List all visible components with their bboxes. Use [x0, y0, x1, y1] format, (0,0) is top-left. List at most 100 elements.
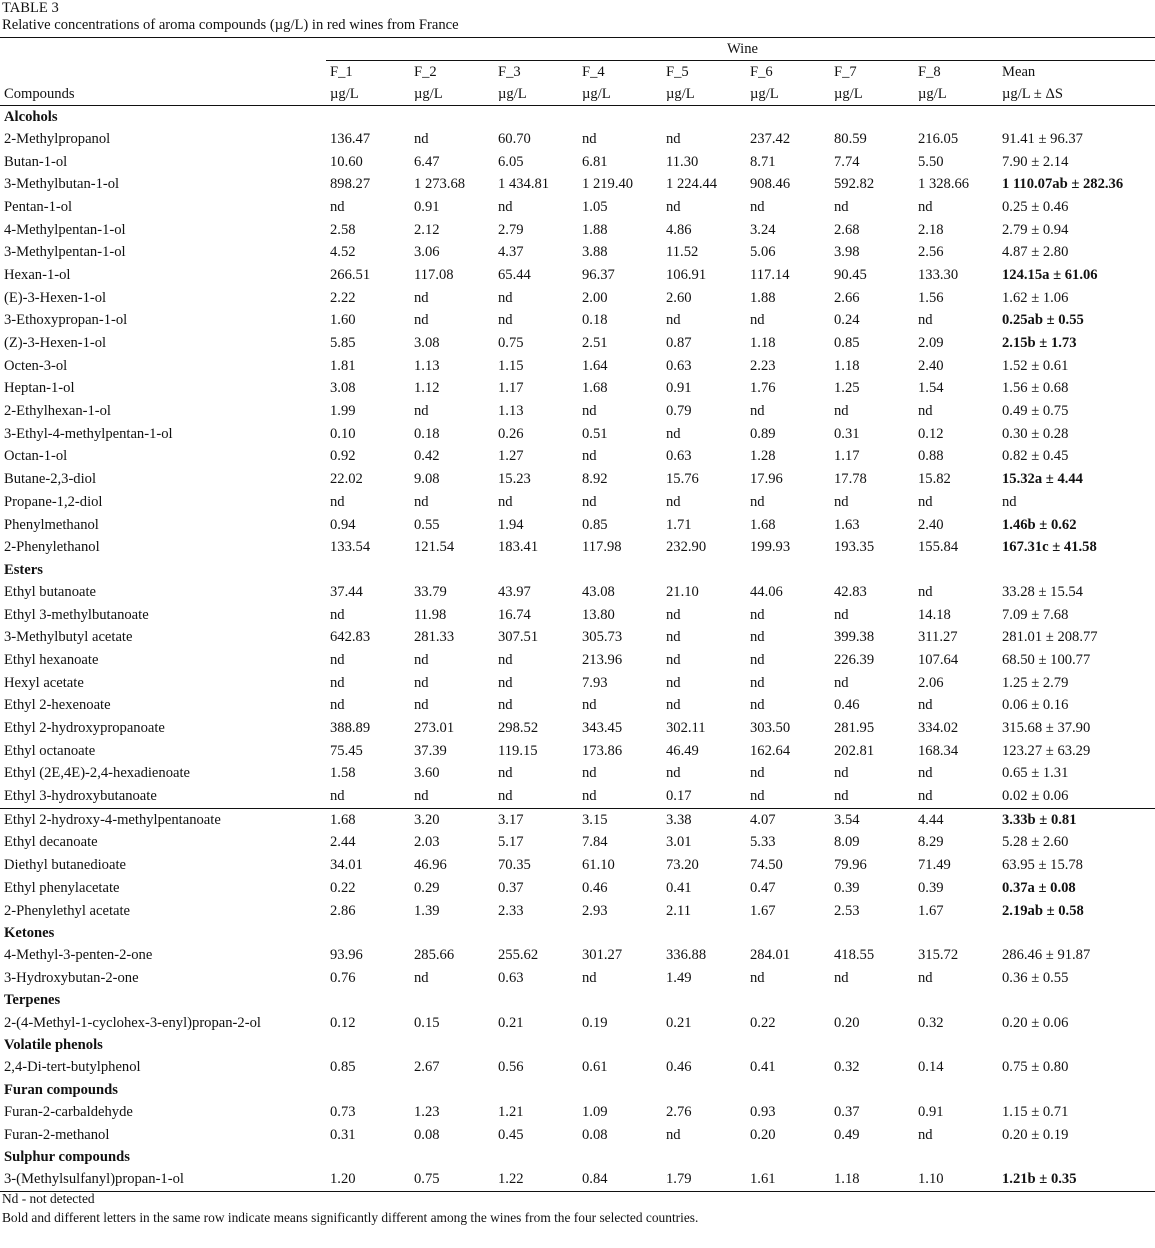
value-cell: 5.85 [330, 335, 356, 352]
value-cell: 1.79 [662, 1168, 746, 1193]
empty-cell [998, 106, 1155, 129]
value-cell: 4.86 [666, 221, 692, 238]
value-cell: 0.31 [834, 425, 860, 442]
table-row: Ethyl 2-hydroxypropanoate 388.89 273.01 298… [0, 717, 1155, 740]
empty-cell [914, 1034, 998, 1056]
value-cell: 7.93 [582, 674, 608, 691]
table-label: TABLE 3 [2, 0, 59, 16]
value-cell: 1.88 [582, 221, 608, 238]
value-cell: 5.06 [750, 244, 776, 261]
mean-cell: 68.50 ± 100.77 [1002, 651, 1091, 668]
value-cell: 193.35 [834, 539, 875, 556]
table-row: Ethyl decanoate 2.44 2.03 5.17 7.84 3.01 5.33 8… [0, 832, 1155, 855]
compound-name: Ethyl 3-hydroxybutanoate [4, 788, 157, 805]
empty-cell [326, 1034, 410, 1056]
value-cell: nd [750, 629, 765, 646]
value-cell: nd [834, 493, 849, 510]
value-cell: 93.96 [330, 947, 363, 964]
table-row: Furan-2-carbaldehyde 0.73 1.23 1.21 1.09 2.76… [0, 1101, 1155, 1124]
compound-name: Ethyl 3-methylbutanoate [4, 606, 149, 623]
table-row: 2,4-Di-tert-butylphenol 0.85 2.67 0.56 0.61 0… [0, 1056, 1155, 1079]
value-cell: 1.18 [750, 335, 776, 352]
value-cell: 0.15 [414, 1014, 440, 1031]
value-cell: 75.45 [330, 742, 363, 759]
value-cell: 0.24 [834, 312, 860, 329]
value-cell: 2.53 [834, 902, 860, 919]
category-label: Alcohols [4, 108, 58, 125]
table-row: Hexyl acetate nd nd nd 7.93 nd nd nd 2.06 1.25 ± … [0, 672, 1155, 695]
value-cell: 0.85 [330, 1059, 356, 1076]
empty-cell [662, 1034, 746, 1056]
value-cell: 285.66 [414, 947, 455, 964]
value-cell: 0.12 [330, 1014, 356, 1031]
empty-cell [494, 990, 578, 1012]
table-row: Ethyl hexanoate nd nd nd 213.96 nd nd 226.39 107… [0, 649, 1155, 672]
category-row: Esters [0, 559, 1155, 581]
mean-cell: nd [1002, 493, 1017, 510]
empty-cell [746, 922, 830, 944]
compound-name: Ethyl 2-hexenoate [4, 697, 111, 714]
compound-name: Hexan-1-ol [4, 266, 71, 283]
value-cell: nd [834, 403, 849, 420]
value-cell: 6.05 [498, 153, 524, 170]
mean-cell: 0.49 ± 0.75 [1002, 403, 1069, 420]
mean-cell: 1.52 ± 0.61 [1002, 357, 1069, 374]
value-cell: 1.25 [834, 380, 860, 397]
compound-name: Propane-1,2-diol [4, 493, 103, 510]
value-cell: 0.17 [666, 788, 692, 805]
table-row: 2-(4-Methyl-1-cyclohex-3-enyl)propan-2-o… [0, 1012, 1155, 1035]
value-cell: 2.66 [834, 289, 860, 306]
value-cell: 0.46 [582, 879, 608, 896]
value-cell: 281.33 [414, 629, 455, 646]
value-cell: nd [918, 493, 933, 510]
value-cell: 0.37 [834, 1103, 860, 1120]
column-header: Mean [1002, 63, 1036, 80]
value-cell: 43.97 [498, 583, 531, 600]
table-row: Octan-1-ol 0.92 0.42 1.27 nd 0.63 1.28 1.17 0.88… [0, 446, 1155, 469]
value-cell: nd [498, 788, 513, 805]
mean-cell: 2.19ab ± 0.58 [1002, 902, 1084, 919]
column-header: F_7 [834, 63, 857, 80]
value-cell: 42.83 [834, 583, 867, 600]
value-cell: 6.47 [414, 153, 440, 170]
value-cell: 0.49 [834, 1126, 860, 1143]
value-cell: 1.27 [498, 448, 524, 465]
mean-cell: 0.25ab ± 0.55 [1002, 312, 1084, 329]
empty-cell [326, 922, 410, 944]
value-cell: nd [750, 493, 765, 510]
unit-header: µg/L [662, 83, 746, 106]
mean-cell: 1.15 ± 0.71 [1002, 1103, 1069, 1120]
value-cell: 4.37 [498, 244, 524, 261]
value-cell: 0.92 [330, 448, 356, 465]
header-blank-cell [0, 61, 326, 84]
value-cell: 10.60 [330, 153, 363, 170]
compound-name: Butane-2,3-diol [4, 471, 97, 488]
empty-cell [578, 1034, 662, 1056]
value-cell: 1.58 [330, 765, 356, 782]
value-cell: 22.02 [330, 471, 363, 488]
table-row: Ethyl phenylacetate 0.22 0.29 0.37 0.46 0.41 0… [0, 877, 1155, 900]
category-row: Terpenes [0, 990, 1155, 1012]
compound-name: 3-(Methylsulfanyl)propan-1-ol [0, 1168, 326, 1193]
compound-name: Diethyl butanedioate [4, 857, 126, 874]
value-cell: 0.56 [498, 1059, 524, 1076]
value-cell: 908.46 [750, 176, 791, 193]
value-cell: nd [918, 697, 933, 714]
empty-cell [578, 922, 662, 944]
empty-cell [830, 922, 914, 944]
compound-name: 3-Ethyl-4-methylpentan-1-ol [4, 425, 173, 442]
value-cell: 216.05 [918, 130, 959, 147]
mean-cell: 7.90 ± 2.14 [1002, 153, 1069, 170]
value-cell: 2.33 [498, 902, 524, 919]
value-cell: 3.08 [330, 380, 356, 397]
value-cell: nd [666, 425, 681, 442]
value-cell: nd [330, 788, 345, 805]
header-row-columns: F_1 F_2 F_3 F_4 F_5 F_6 F_7 F_8 Mean [0, 61, 1155, 84]
value-cell: 0.76 [330, 969, 356, 986]
mean-cell: 2.79 ± 0.94 [1002, 221, 1069, 238]
category-row: Furan compounds [0, 1079, 1155, 1101]
value-cell: nd [918, 403, 933, 420]
value-cell: 1.67 [750, 902, 776, 919]
table-row: Ethyl 3-hydroxybutanoate nd nd nd nd 0.17 nd nd… [0, 785, 1155, 808]
value-cell: 298.52 [498, 720, 539, 737]
